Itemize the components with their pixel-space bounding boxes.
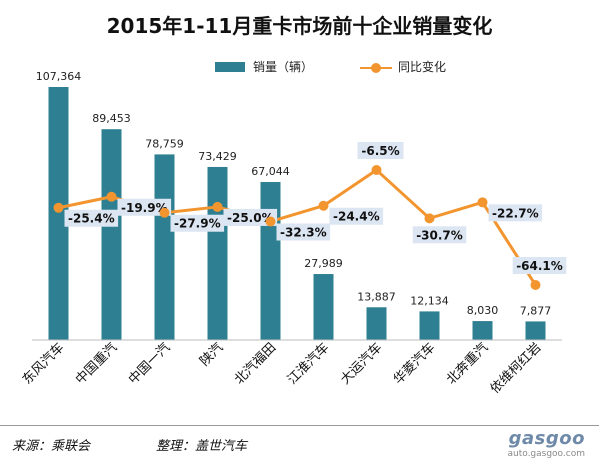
bar-value-label: 27,989 [304, 257, 343, 270]
yoy-label-box [512, 257, 567, 274]
yoy-value-label: -24.4% [333, 210, 380, 224]
yoy-value-label: -30.7% [416, 228, 463, 242]
chart-plot: 107,364 89,453 78,759 73,429 67,044 27,989 13,… [19, 70, 567, 397]
bar-value-label: 78,759 [145, 137, 184, 150]
yoy-marker [159, 207, 170, 218]
yoy-marker [477, 197, 488, 208]
chart-title: 2015年1-11月重卡市场前十企业销量变化 [106, 14, 493, 38]
bar-value-label: 89,453 [92, 112, 131, 125]
bar-value-label: 67,044 [251, 165, 290, 178]
yoy-value-label: -22.7% [492, 206, 539, 220]
category-label: 东风汽车 [19, 340, 67, 388]
category-label: 华菱汽车 [390, 340, 438, 388]
bar [207, 166, 228, 340]
legend-label-sales: 销量（辆） [253, 60, 314, 74]
yoy-marker [53, 202, 64, 213]
category-label: 依维柯红岩 [487, 340, 544, 397]
legend-label-yoy: 同比变化 [398, 60, 447, 74]
yoy-value-label: -6.5% [361, 144, 399, 158]
yoy-label-box [329, 207, 384, 225]
yoy-value-label: -32.3% [280, 226, 327, 240]
yoy-marker [212, 201, 223, 212]
legend-line-marker [371, 63, 381, 73]
yoy-marker [318, 200, 329, 211]
yoy-value-label: -25.4% [68, 212, 115, 226]
category-label: 大运汽车 [337, 340, 385, 388]
yoy-label-box [64, 209, 119, 227]
bar-value-label: 7,877 [520, 304, 552, 317]
yoy-marker [424, 213, 435, 224]
bar-value-label: 8,030 [467, 304, 499, 317]
yoy-label-box [357, 142, 404, 159]
yoy-marker [106, 191, 117, 202]
category-label: 江淮汽车 [284, 340, 332, 388]
bar [154, 154, 175, 340]
legend-bar-swatch [215, 62, 245, 72]
category-label: 陕汽 [197, 340, 226, 369]
category-label: 中国重汽 [72, 340, 120, 388]
yoy-label-box [170, 214, 225, 232]
footer: 来源：乘联会 整理：盖世汽车 gasgoo auto.gasgoo.com [0, 425, 599, 465]
bar [313, 274, 334, 340]
yoy-label-box [412, 226, 467, 244]
category-label: 北汽福田 [232, 340, 279, 387]
yoy-value-label: -19.9% [121, 201, 168, 215]
bar-value-label: 73,429 [198, 150, 237, 163]
gasgoo-logo: gasgoo auto.gasgoo.com [507, 428, 585, 459]
yoy-value-label: -27.9% [174, 217, 221, 231]
yoy-label-box [276, 223, 331, 241]
yoy-value-label: -64.1% [516, 259, 563, 273]
category-label: 北奔重汽 [443, 340, 491, 388]
yoy-label-box [117, 198, 172, 216]
bar [472, 321, 493, 340]
bar [525, 321, 546, 340]
yoy-marker [371, 165, 382, 175]
yoy-value-label: -25.0% [227, 211, 274, 225]
bar-value-label: 107,364 [36, 70, 82, 83]
bar [101, 129, 122, 340]
bar [48, 87, 69, 340]
bar-value-label: 13,887 [357, 290, 396, 303]
source-text: 来源：乘联会 [12, 439, 91, 454]
bar [419, 311, 440, 340]
editor-text: 整理：盖世汽车 [156, 439, 248, 454]
yoy-marker [265, 216, 276, 227]
logo-url: auto.gasgoo.com [507, 449, 585, 459]
yoy-marker [530, 280, 541, 290]
yoy-label-box [223, 208, 278, 226]
bar-value-label: 12,134 [410, 294, 449, 307]
yoy-label-box [488, 204, 543, 222]
category-label: 中国一汽 [126, 340, 173, 387]
bar [260, 182, 281, 340]
bar [366, 307, 387, 340]
logo-wordmark: gasgoo [508, 428, 585, 449]
